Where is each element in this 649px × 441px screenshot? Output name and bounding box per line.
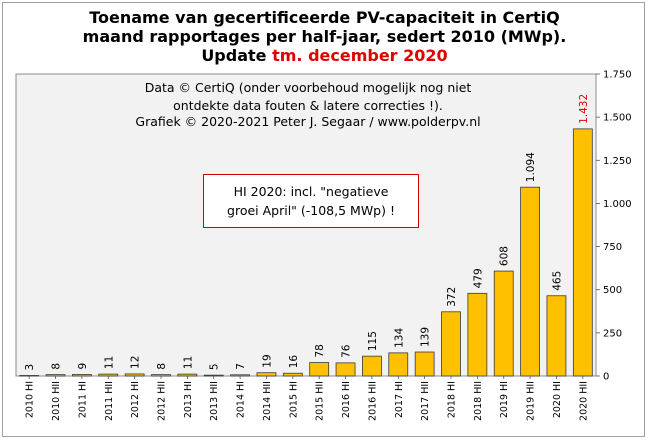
value-label: 12 [130, 356, 142, 369]
data-credit-line1: Data © CertiQ (onder voorbehoud mogelijk… [144, 80, 472, 95]
title-update-date: tm. december 2020 [272, 46, 448, 65]
bar-2017-hi [388, 352, 409, 377]
x-tick-label: 2017 HII [420, 381, 431, 421]
y-tick-label: 1.500 [603, 113, 632, 124]
bar-2015-hi [282, 372, 303, 377]
x-tick-label: 2014 HII [262, 381, 273, 421]
value-label: 5 [209, 363, 221, 370]
graph-credit-line: Grafiek © 2020-2021 Peter J. Segaar / ww… [135, 114, 481, 129]
bar-2012-hii [151, 374, 171, 377]
value-label: 19 [261, 354, 273, 367]
bar-2017-hii [414, 351, 435, 377]
bar-group [19, 128, 593, 377]
bar-2011-hi [72, 374, 92, 377]
value-label: 7 [235, 363, 247, 370]
bar-2019-hi [493, 270, 514, 377]
x-tick-label: 2012 HII [157, 381, 168, 421]
x-tick-label: 2013 HI [183, 381, 194, 418]
x-tick-label: 2010 HI [25, 381, 36, 418]
value-label: 608 [499, 246, 511, 266]
x-tick-label: 2010 HII [51, 381, 62, 421]
value-label: 465 [551, 271, 563, 291]
x-tick-label: 2018 HI [447, 381, 458, 418]
annotation-line1: HI 2020: incl. "negatieve [233, 184, 389, 199]
x-tick-label: 2018 HII [473, 381, 484, 421]
y-tick-label: 500 [603, 285, 622, 296]
x-tick-label: 2012 HI [130, 381, 141, 418]
bar-2019-hii [520, 186, 540, 377]
y-tick-label: 1.000 [603, 199, 632, 210]
bar-2016-hii [362, 355, 382, 377]
x-tick-label: 2014 HI [236, 381, 247, 418]
value-label: 1.094 [525, 152, 537, 182]
x-axis-tick-labels: 2010 HI 2010 HII 2011 HI 2011 HII 2012 HI 201… [25, 376, 589, 421]
x-tick-label: 2015 HII [315, 381, 326, 421]
bar-2016-hi [335, 362, 356, 377]
bar-2013-hi [177, 373, 198, 377]
bar-2012-hi [124, 373, 145, 377]
value-label: 134 [393, 328, 405, 348]
x-tick-label: 2015 HI [288, 381, 299, 418]
value-label: 1.432 [578, 94, 590, 124]
x-tick-label: 2013 HII [209, 381, 220, 421]
bar-2010-hii [45, 374, 66, 377]
bar-2018-hi [441, 311, 461, 377]
bar-2015-hii [309, 362, 330, 377]
bar-2018-hii [467, 292, 488, 377]
bar-2014-hii [256, 372, 277, 377]
y-tick-label: 250 [603, 328, 622, 339]
value-label: 76 [341, 344, 353, 358]
value-label: 139 [420, 327, 432, 347]
x-tick-label: 2020 HI [552, 381, 563, 418]
value-label: 479 [472, 268, 484, 288]
x-tick-label: 2020 HII [578, 381, 589, 421]
bar-2020-hii [572, 128, 593, 377]
value-label: 115 [367, 331, 379, 351]
annotation-line2: groei April" (-108,5 MWp) ! [227, 203, 395, 218]
data-credit-line2: ontdekte data fouten & latere correcties… [173, 98, 443, 113]
chart-title-line3: Update tm. december 2020 [0, 46, 649, 65]
x-tick-label: 2019 HI [499, 381, 510, 418]
y-axis-tick-labels: 0 250 500 750 1.000 1.250 1.500 1.750 [596, 70, 632, 383]
value-label: 9 [77, 363, 89, 370]
x-tick-label: 2017 HI [394, 381, 405, 418]
bar-2011-hii [98, 373, 119, 377]
bar-2013-hii [203, 374, 224, 377]
y-tick-label: 0 [603, 372, 609, 383]
bar-2010-hi [19, 375, 40, 377]
value-label: 78 [314, 344, 326, 357]
chart-title-line2: maand rapportages per half-jaar, sedert … [82, 27, 567, 46]
bar-2014-hi [230, 374, 250, 377]
value-label: 11 [182, 356, 194, 369]
value-label: 372 [446, 287, 458, 307]
value-label: 16 [288, 355, 300, 369]
annotation-box: HI 2020: incl. "negatieve groei April" (… [203, 174, 419, 228]
x-tick-label: 2011 HII [104, 381, 115, 421]
value-label: 3 [24, 364, 36, 371]
value-label: 11 [103, 356, 115, 369]
y-tick-label: 1.750 [603, 70, 632, 81]
y-tick-label: 750 [603, 242, 622, 253]
y-tick-label: 1.250 [603, 156, 632, 167]
x-tick-label: 2016 HI [341, 381, 352, 418]
chart-title-line1: Toename van gecertificeerde PV-capacitei… [89, 8, 560, 27]
value-label: 8 [156, 363, 168, 370]
x-tick-label: 2016 HII [367, 381, 378, 421]
bar-2020-hi [546, 295, 567, 377]
value-label: 8 [51, 363, 63, 370]
x-tick-label: 2011 HI [77, 381, 88, 418]
x-tick-label: 2019 HII [526, 381, 537, 421]
title-update-prefix: Update [201, 46, 267, 65]
